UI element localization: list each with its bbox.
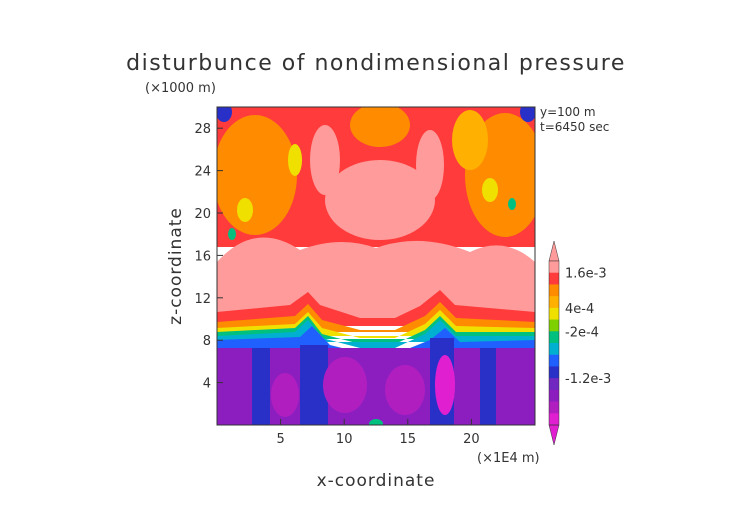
blob-orange-top (350, 107, 410, 147)
blob-magenta-1 (323, 357, 367, 413)
x-tick-label: 5 (276, 432, 284, 447)
blob-cyan-bottom (369, 419, 383, 425)
band-blue (217, 326, 535, 355)
blob-pink-right (416, 130, 444, 200)
colorbar-level-label: 1.6e-3 (565, 267, 607, 282)
colorbar-arrow-bottom (548, 424, 560, 446)
blob-orange-left (217, 115, 297, 235)
colorbar-swatch (549, 296, 559, 309)
y-tick-label: 12 (194, 292, 211, 307)
colorbar-swatch (549, 366, 559, 379)
heatmap-field (217, 107, 535, 425)
colorbar-swatch (549, 284, 559, 297)
colorbar-level-label: 4e-4 (565, 302, 594, 317)
blob-pink-left (310, 125, 340, 195)
annotation-y: y=100 m (540, 105, 596, 119)
y-tick-label: 24 (194, 165, 211, 180)
colorbar-swatch (549, 272, 559, 285)
blob-corner-tl (217, 107, 232, 122)
colorbar-frame (548, 260, 560, 426)
colorbar-swatch (549, 401, 559, 414)
column-blue-left (252, 348, 270, 425)
x-tick-label: 10 (336, 432, 353, 447)
y-tick-label: 4 (203, 377, 211, 392)
blob-yellow-3 (482, 178, 498, 202)
colorbar-swatch (549, 261, 559, 274)
colorbar-swatch (549, 354, 559, 367)
y-ticks: 4 8 12 16 20 24 28 (194, 122, 223, 392)
colorbar-arrow-top (548, 240, 560, 262)
x-ticks: 5 10 15 20 (276, 419, 480, 447)
colorbar-level-label: -2e-4 (565, 325, 599, 340)
colorbar: 1.6e-3 4e-4 -2e-4 -1.2e-3 (548, 240, 611, 446)
band-pink-main (217, 237, 535, 318)
blob-orange-topright (452, 110, 488, 170)
y-unit-label: (×1000 m) (145, 81, 216, 96)
y-axis-label: z-coordinate (166, 207, 186, 325)
column-blue-right (480, 348, 496, 425)
x-tick-label: 15 (400, 432, 417, 447)
annotation-t: t=6450 sec (540, 120, 609, 134)
colorbar-swatch (549, 307, 559, 321)
plot-area: 5 10 15 20 4 8 12 16 20 24 28 (194, 106, 536, 447)
colorbar-swatch (549, 343, 559, 356)
y-tick-label: 8 (203, 334, 211, 349)
blob-yellow-1 (288, 144, 302, 176)
blob-green-2 (508, 198, 516, 210)
x-axis-label: x-coordinate (317, 471, 436, 491)
plot-frame (216, 106, 536, 426)
colorbar-swatch (549, 319, 559, 332)
colorbar-swatch (549, 331, 559, 344)
blob-pink-center (325, 160, 435, 240)
blob-magenta-2 (385, 365, 425, 415)
colorbar-swatch (549, 378, 559, 391)
chart-title: disturbunce of nondimensional pressure (126, 51, 626, 76)
blob-magenta-3 (435, 355, 455, 415)
blob-green-1 (228, 228, 236, 240)
y-tick-label: 20 (194, 207, 211, 222)
blob-corner-tr (520, 107, 535, 122)
x-unit-label: (×1E4 m) (477, 451, 540, 466)
x-tick-label: 20 (463, 432, 480, 447)
colorbar-level-label: -1.2e-3 (565, 372, 611, 387)
y-tick-label: 16 (194, 249, 211, 264)
colorbar-swatch (549, 389, 559, 403)
blob-magenta-4 (271, 373, 299, 417)
blob-yellow-2 (237, 198, 253, 222)
y-tick-label: 28 (194, 122, 211, 137)
colorbar-swatch (549, 413, 559, 426)
